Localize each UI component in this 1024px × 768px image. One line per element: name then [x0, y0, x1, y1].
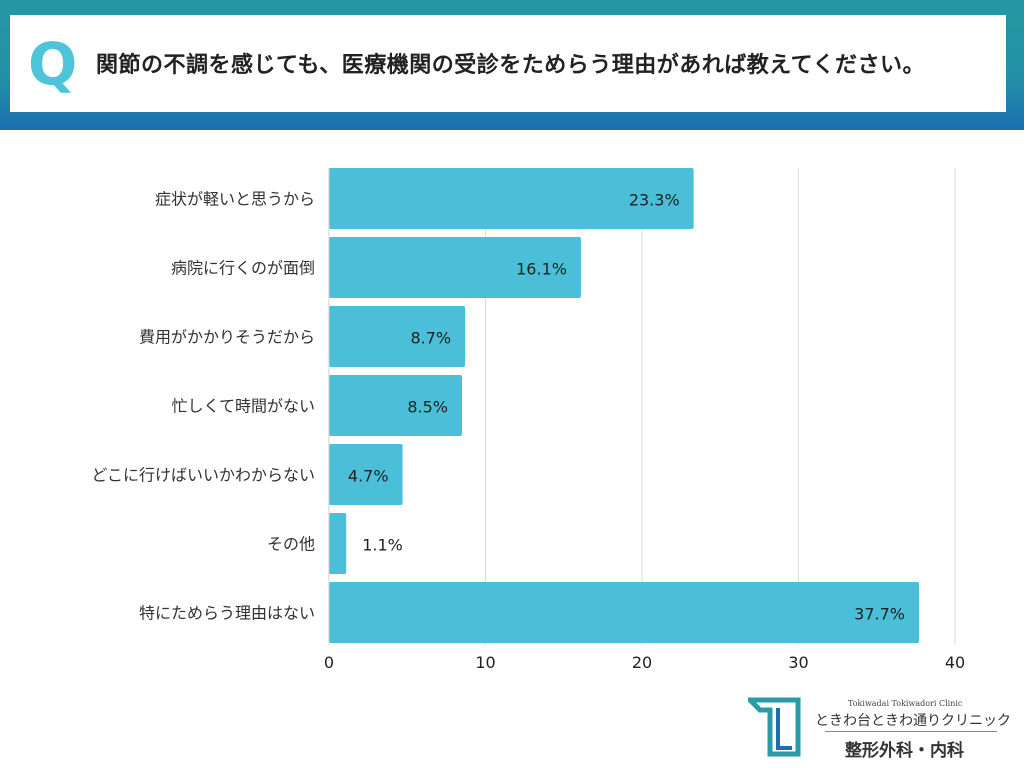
data-label: 1.1% — [362, 536, 403, 555]
bar — [329, 306, 466, 367]
logo-english: Tokiwadai Tokiwadori Clinic — [848, 699, 963, 708]
category-label: どこに行けばいいかわからない — [91, 466, 315, 485]
x-tick-label: 30 — [788, 653, 808, 672]
x-tick-label: 20 — [632, 653, 652, 672]
x-tick-label: 0 — [324, 653, 334, 672]
bar — [329, 444, 403, 505]
data-label: 37.7% — [854, 605, 905, 624]
bar — [329, 375, 463, 436]
category-label: 費用がかかりそうだから — [139, 328, 315, 347]
x-tick-label: 40 — [945, 653, 965, 672]
bar — [329, 582, 920, 643]
data-label: 4.7% — [348, 467, 389, 486]
data-label: 23.3% — [629, 191, 680, 210]
question-text: 関節の不調を感じても、医療機関の受診をためらう理由があれば教えてください。 — [96, 53, 925, 78]
bar — [329, 168, 694, 229]
logo-department: 整形外科・内科 — [845, 741, 964, 761]
data-label: 16.1% — [516, 260, 567, 279]
data-label: 8.7% — [410, 329, 451, 348]
category-label: 症状が軽いと思うから — [155, 190, 315, 209]
x-tick-label: 10 — [475, 653, 495, 672]
clinic-logo-icon — [748, 697, 801, 757]
category-label: 特にためらう理由はない — [139, 604, 315, 623]
bar — [329, 513, 347, 574]
data-label: 8.5% — [407, 398, 448, 417]
bar — [329, 237, 581, 298]
category-label: 病院に行くのが面倒 — [171, 259, 315, 278]
category-label: その他 — [267, 535, 315, 554]
logo-divider — [825, 731, 997, 732]
category-label: 忙しくて時間がない — [171, 397, 315, 416]
question-box — [10, 15, 1006, 112]
logo-japanese: ときわ台ときわ通りクリニック — [815, 713, 1011, 729]
q-mark: Q — [28, 30, 78, 98]
